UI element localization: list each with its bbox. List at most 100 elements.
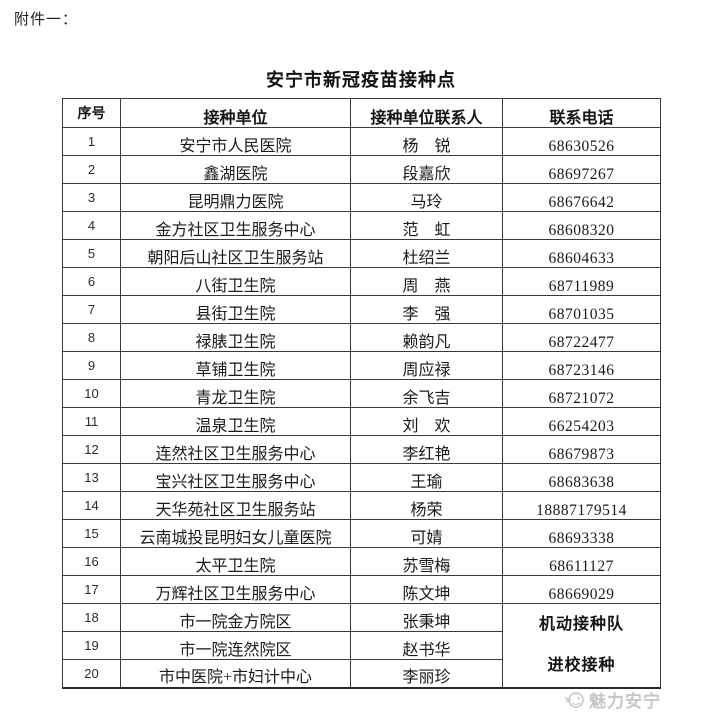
serial-cell: 15	[62, 519, 121, 548]
phone-cell: 68669029	[502, 575, 661, 604]
phone-cell: 68604633	[502, 239, 661, 268]
merged-note-cell: 机动接种队 进校接种	[502, 603, 661, 688]
phone-cell: 68693338	[502, 519, 661, 548]
contact-cell: 赵书华	[350, 631, 503, 660]
serial-cell: 12	[62, 435, 121, 464]
table-row: 14 天华苑社区卫生服务站 杨荣 18887179514	[62, 491, 661, 520]
watermark: 魅力安宁	[562, 687, 661, 712]
serial-cell: 6	[62, 267, 121, 296]
table-row: 15 云南城投昆明妇女儿童医院 可婧 68693338	[62, 519, 661, 548]
unit-cell: 禄脿卫生院	[120, 323, 351, 352]
serial-cell: 18	[62, 603, 121, 632]
unit-cell: 云南城投昆明妇女儿童医院	[120, 519, 351, 548]
phone-cell: 68697267	[502, 155, 661, 184]
serial-cell: 4	[62, 211, 121, 240]
contact-cell: 周应禄	[350, 351, 503, 380]
table-row: 10 青龙卫生院 余飞吉 68721072	[62, 379, 661, 408]
unit-cell: 连然社区卫生服务中心	[120, 435, 351, 464]
table-row: 12 连然社区卫生服务中心 李红艳 68679873	[62, 435, 661, 464]
contact-cell: 苏雪梅	[350, 547, 503, 576]
phone-cell: 68630526	[502, 127, 661, 156]
serial-cell: 14	[62, 491, 121, 520]
contact-cell: 杨荣	[350, 491, 503, 520]
unit-cell: 安宁市人民医院	[120, 127, 351, 156]
column-header-phone: 联系电话	[502, 98, 661, 128]
serial-cell: 5	[62, 239, 121, 268]
contact-cell: 张秉坤	[350, 603, 503, 632]
contact-cell: 余飞吉	[350, 379, 503, 408]
contact-cell: 李丽珍	[350, 659, 503, 688]
contact-cell: 可婧	[350, 519, 503, 548]
contact-cell: 杨 锐	[350, 127, 503, 156]
table-row: 20 市中医院+市妇计中心 李丽珍	[62, 659, 661, 688]
contact-cell: 杜绍兰	[350, 239, 503, 268]
serial-cell: 19	[62, 631, 121, 660]
contact-cell: 王瑜	[350, 463, 503, 492]
contact-cell: 李红艳	[350, 435, 503, 464]
contact-cell: 陈文坤	[350, 575, 503, 604]
table-row: 16 太平卫生院 苏雪梅 68611127	[62, 547, 661, 576]
table-row: 3 昆明鼎力医院 马玲 68676642	[62, 183, 661, 212]
unit-cell: 万辉社区卫生服务中心	[120, 575, 351, 604]
table-row: 17 万辉社区卫生服务中心 陈文坤 68669029	[62, 575, 661, 604]
watermark-text: 魅力安宁	[589, 692, 661, 711]
table-row: 1 安宁市人民医院杨 锐 68630526	[62, 127, 661, 156]
contact-cell: 段嘉欣	[350, 155, 503, 184]
phone-cell: 68721072	[502, 379, 661, 408]
note-mobile-vaccination-team: 机动接种队	[538, 615, 624, 633]
phone-cell: 68676642	[502, 183, 661, 212]
serial-cell: 11	[62, 407, 121, 436]
vaccination-points-table: 序号 接种单位 接种单位联系人 联系电话 1 安宁市人民医院杨 锐 68630526…	[62, 98, 661, 689]
contact-cell: 马玲	[350, 183, 503, 212]
table-row: 4 金方社区卫生服务中心范 虹 68608320	[62, 211, 661, 240]
unit-cell: 市一院金方院区	[120, 603, 351, 632]
table-row: 6 八街卫生院周 燕 68711989	[62, 267, 661, 296]
unit-cell: 市一院连然院区	[120, 631, 351, 660]
phone-cell: 68722477	[502, 323, 661, 352]
serial-cell: 2	[62, 155, 121, 184]
contact-cell: 周 燕	[350, 267, 503, 296]
unit-cell: 昆明鼎力医院	[120, 183, 351, 212]
serial-cell: 16	[62, 547, 121, 576]
column-header-serial: 序号	[62, 98, 121, 128]
phone-cell: 68701035	[502, 295, 661, 324]
attachment-label: 附件一：	[14, 12, 79, 28]
unit-cell: 青龙卫生院	[120, 379, 351, 408]
unit-cell: 宝兴社区卫生服务中心	[120, 463, 351, 492]
bird-mascot-icon	[562, 689, 586, 711]
column-header-unit: 接种单位	[120, 98, 351, 128]
phone-cell: 68711989	[502, 267, 661, 296]
table-row: 2 鑫湖医院 段嘉欣 68697267	[62, 155, 661, 184]
phone-cell: 18887179514	[502, 491, 661, 520]
serial-cell: 17	[62, 575, 121, 604]
phone-cell: 68679873	[502, 435, 661, 464]
contact-cell: 刘 欢	[350, 407, 503, 436]
phone-cell: 68683638	[502, 463, 661, 492]
phone-cell: 66254203	[502, 407, 661, 436]
phone-cell: 68611127	[502, 547, 661, 576]
unit-cell: 太平卫生院	[120, 547, 351, 576]
contact-cell: 范 虹	[350, 211, 503, 240]
contact-cell: 赖韵凡	[350, 323, 503, 352]
serial-cell: 7	[62, 295, 121, 324]
serial-cell: 9	[62, 351, 121, 380]
unit-cell: 温泉卫生院	[120, 407, 351, 436]
serial-cell: 10	[62, 379, 121, 408]
unit-cell: 草铺卫生院	[120, 351, 351, 380]
unit-cell: 金方社区卫生服务中心	[120, 211, 351, 240]
serial-cell: 3	[62, 183, 121, 212]
table-row: 8 禄脿卫生院 赖韵凡 68722477	[62, 323, 661, 352]
table-header-row: 序号 接种单位 接种单位联系人 联系电话	[62, 98, 661, 128]
serial-cell: 1	[62, 127, 121, 156]
table-row: 11 温泉卫生院刘 欢 66254203	[62, 407, 661, 436]
table-body: 1 安宁市人民医院杨 锐 68630526 2 鑫湖医院 段嘉欣 68697267 3 昆明鼎力…	[62, 127, 661, 688]
unit-cell: 市中医院+市妇计中心	[120, 659, 351, 688]
contact-cell: 李 强	[350, 295, 503, 324]
unit-cell: 天华苑社区卫生服务站	[120, 491, 351, 520]
unit-cell: 朝阳后山社区卫生服务站	[120, 239, 351, 268]
unit-cell: 鑫湖医院	[120, 155, 351, 184]
table-row: 5 朝阳后山社区卫生服务站 杜绍兰 68604633	[62, 239, 661, 268]
serial-cell: 13	[62, 463, 121, 492]
phone-cell: 68723146	[502, 351, 661, 380]
note-school-vaccination: 进校接种	[547, 656, 616, 674]
